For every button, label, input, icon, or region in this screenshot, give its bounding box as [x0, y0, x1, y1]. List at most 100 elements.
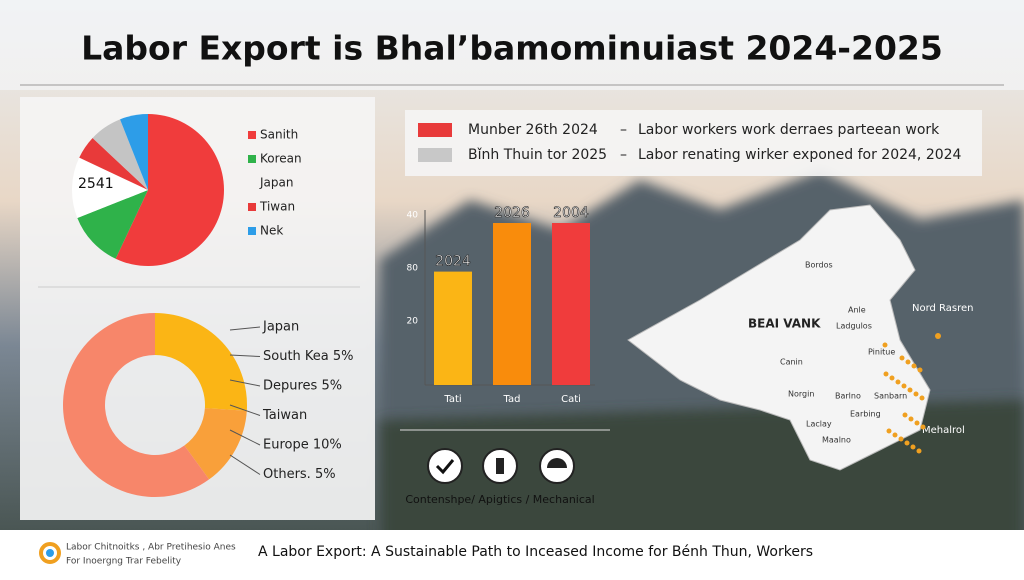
map-dot: [908, 416, 914, 422]
map-dot: [892, 432, 898, 438]
axis-text: 40: [407, 211, 419, 221]
footer-logo-text: For Inoergng Trar Febelity: [66, 557, 182, 567]
leader-line: [229, 326, 261, 331]
pie-legend-label: Korean: [260, 152, 302, 166]
slice: [155, 313, 247, 411]
legend-separator: –: [620, 122, 627, 138]
legend-label: Bǐnh Thuin tor 2025: [468, 147, 607, 163]
icon: [496, 458, 504, 474]
map-dot: [914, 420, 920, 426]
pie-legend-label: Nek: [260, 224, 283, 238]
map-dot: [911, 363, 917, 369]
footer-text: A Labor Export: A Sustainable Path to In…: [258, 544, 813, 560]
x-tick-label: Tati: [443, 394, 461, 405]
map-dot: [889, 375, 895, 381]
map-label: Maalno: [822, 436, 851, 445]
x-tick-label: Cati: [561, 394, 581, 405]
map-dot: [935, 333, 941, 339]
legend-swatch: [418, 123, 452, 137]
leader-line: [229, 454, 261, 475]
icon: [547, 458, 567, 468]
map-label: Anle: [848, 306, 866, 315]
leader-line: [229, 354, 261, 357]
footer: [0, 530, 1024, 576]
map-dot: [902, 412, 908, 418]
leader-line: [229, 429, 261, 446]
slice: [120, 114, 148, 190]
legend-swatch: [248, 131, 256, 139]
map-dot: [913, 391, 919, 397]
map-dot: [895, 379, 901, 385]
pie-legend-label: Tiwan: [259, 200, 295, 214]
leader-line: [229, 404, 261, 416]
map-title: BEAI VANK: [748, 317, 821, 331]
leader-line: [229, 379, 261, 387]
map-dot: [920, 424, 926, 430]
map-label: Sanbarn: [874, 392, 907, 401]
pie-legend-label: Sanith: [260, 128, 298, 142]
map-dot: [882, 342, 888, 348]
icon: [435, 459, 455, 475]
map-dot: [916, 448, 922, 454]
legend-label: Munber 26th 2024: [468, 122, 598, 138]
legend-separator: –: [620, 147, 627, 163]
donut-label: South Kea 5%: [263, 349, 354, 364]
footer-logo: [39, 542, 61, 564]
map-dot: [883, 371, 889, 377]
map-dot: [899, 355, 905, 361]
donut-label: Taiwan: [262, 408, 307, 423]
bar: [434, 271, 472, 385]
map-label: Bordos: [805, 261, 833, 270]
legend-text: Labor renating wirker exponed for 2024, …: [638, 147, 962, 163]
map-dot: [898, 436, 904, 442]
bar-value-label: 2004: [553, 205, 589, 221]
bar: [552, 223, 590, 385]
map-callout: Mehalrol: [922, 425, 965, 436]
title: Labor Export is Bhal’bamominuiast 2024-2…: [81, 29, 943, 68]
slice: [79, 137, 148, 190]
slice: [115, 114, 225, 266]
x-tick-label: Tad: [503, 394, 521, 405]
slice: [63, 313, 210, 497]
icons: [427, 448, 575, 484]
map-dot: [905, 359, 911, 365]
map-dot: [907, 387, 913, 393]
legend-swatch: [248, 227, 256, 235]
legend-swatch: [248, 155, 256, 163]
map-dot: [901, 383, 907, 389]
bar: [493, 223, 531, 385]
map-dot: [919, 395, 925, 401]
map-dot: [886, 428, 892, 434]
pie-annotation: 2541: [78, 176, 114, 192]
pie-legend-label: Japan: [259, 176, 293, 190]
slice: [77, 190, 148, 259]
bar-value-label: 2024: [435, 254, 471, 270]
map-label: Ladgulos: [836, 322, 872, 331]
map-dot: [904, 440, 910, 446]
axis-text: 80: [407, 264, 419, 274]
donut-label: Others. 5%: [263, 467, 336, 482]
title-band: [0, 0, 1024, 90]
map-label: Barlno: [835, 392, 861, 401]
legend-panel: [405, 110, 982, 176]
icon: [427, 448, 463, 484]
bar-value-label: 2026: [494, 205, 530, 221]
map-callout: Nord Rasren: [912, 303, 974, 314]
map-label: Earbing: [850, 410, 881, 419]
icons-caption: Contenshpe/ Apigtics / Mechanical: [405, 493, 594, 506]
slice: [184, 408, 247, 480]
footer-logo-text: Labor Chitnoitks , Abr Pretihesio Anes: [66, 543, 236, 553]
footer-logo: [46, 549, 54, 557]
slice: [92, 119, 148, 190]
donut-label: Europe 10%: [263, 438, 342, 453]
donut-label: Japan: [262, 320, 299, 335]
legend-swatch: [248, 203, 256, 211]
axis-text: 20: [407, 317, 419, 327]
map-label: Norgin: [788, 390, 814, 399]
legend-swatch: [418, 148, 452, 162]
map-dot: [910, 444, 916, 450]
donut-label: Depures 5%: [263, 379, 342, 394]
legend-text: Labor workers work derraes parteean work: [638, 122, 940, 138]
